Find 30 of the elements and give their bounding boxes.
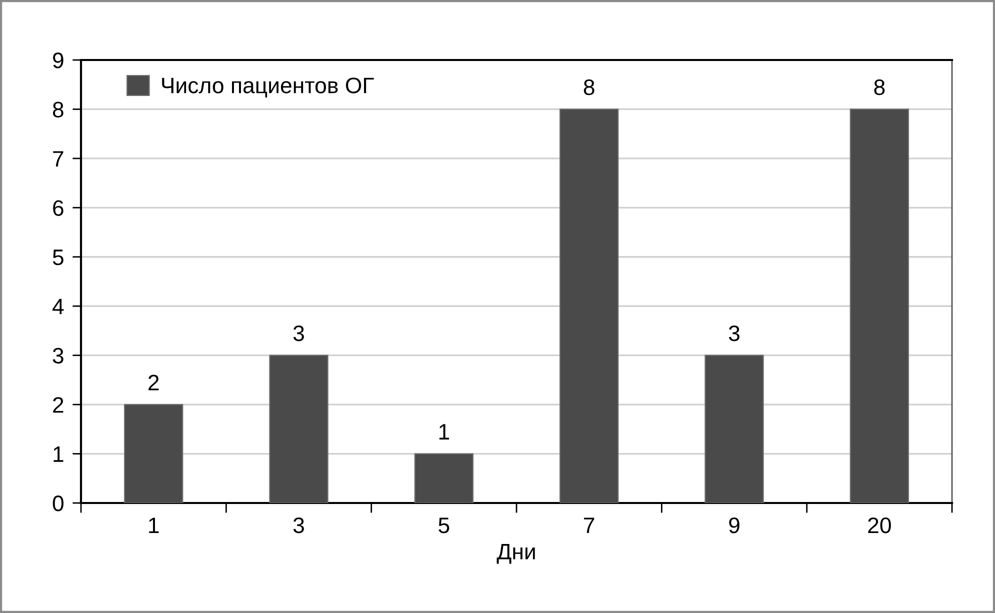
y-tick-label: 6 (53, 200, 64, 216)
x-tick-label: 3 (293, 517, 304, 534)
bar (414, 453, 474, 503)
x-tick-label: 5 (438, 518, 450, 534)
x-axis-title: Дни (496, 544, 535, 564)
bar (559, 108, 619, 503)
y-tick-label: 1 (54, 446, 64, 462)
bar (269, 354, 328, 503)
y-tick-label: 4 (52, 298, 64, 314)
bar (850, 108, 910, 503)
y-tick-label: 5 (52, 250, 64, 266)
y-tick-label: 3 (52, 348, 64, 364)
y-tick-label: 2 (53, 397, 64, 413)
x-tick-label: 20 (868, 517, 891, 534)
x-tick-label: 7 (584, 518, 594, 533)
x-tick-label: 9 (729, 517, 740, 534)
y-tick-label: 9 (53, 52, 64, 68)
y-tick-label: 8 (52, 102, 64, 118)
data-label: 2 (148, 374, 159, 390)
legend-label: Число пациентов ОГ (162, 78, 374, 98)
data-label: 3 (728, 325, 740, 342)
y-tick-label: 7 (53, 151, 64, 166)
data-label: 3 (293, 325, 304, 342)
data-label: 8 (584, 79, 594, 96)
x-tick-label: 1 (149, 518, 159, 533)
data-label: 1 (439, 424, 450, 440)
data-label: 8 (874, 79, 885, 96)
bar (124, 404, 184, 503)
y-tick-label: 0 (52, 496, 64, 512)
bar (704, 354, 764, 503)
